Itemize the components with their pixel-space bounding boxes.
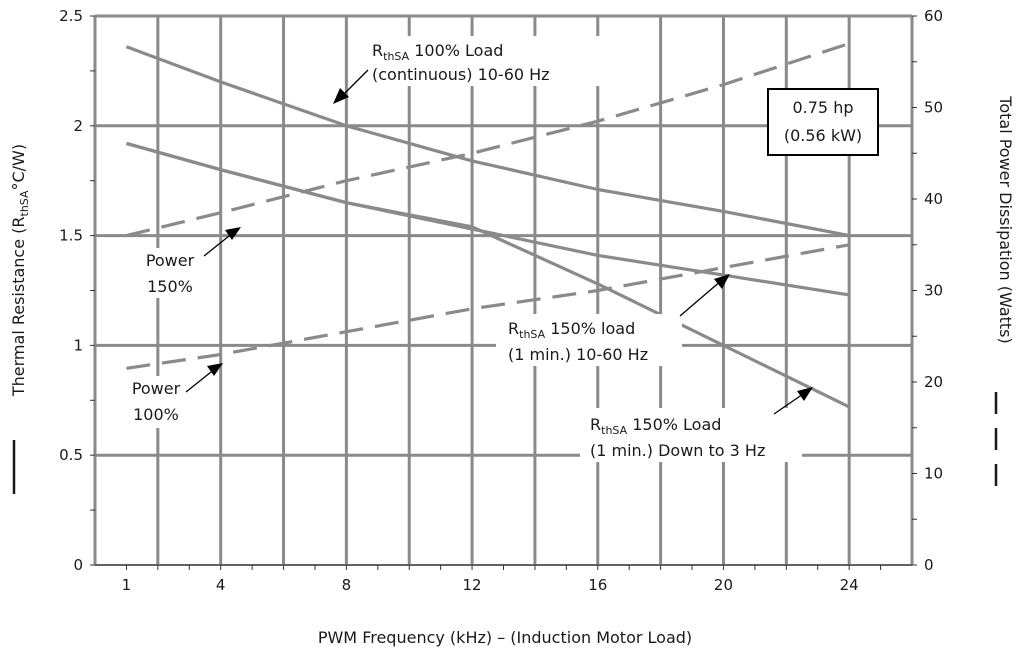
svg-text:(continuous) 10-60 Hz: (continuous) 10-60 Hz [372,65,550,84]
y-left-tick-label: 1 [73,336,83,354]
y-right-tick-label: 40 [924,190,943,208]
x-tick-label: 8 [342,576,352,594]
x-tick-label: 1 [122,576,132,594]
arrow-rthsa-150-load-10-60 [679,274,730,317]
annotation-rthsa-150-load-3hz: RthSA 150% Load (1 min.) Down to 3 Hz [580,408,802,462]
series-line-3 [126,41,850,238]
series-line-2 [125,141,850,409]
y-right-tick-label: 0 [924,556,934,574]
arrow-power-150 [203,227,241,257]
y-left-title-tail: °C/W) [9,144,28,191]
annotation-rthsa-150-load-10-60: RthSA 150% load (1 min.) 10-60 Hz [496,314,682,366]
annotation-power-100: Power 100% [116,376,196,428]
svg-text:150%: 150% [147,277,193,296]
svg-text:RthSA 150% load: RthSA 150% load [508,319,635,341]
tick-labels: 1 4 8 12 16 20 24 0 0.5 1 1.5 2 2.5 0 10 20 30 40 50 60 [59,7,943,594]
y-right-tick-label: 20 [924,373,943,391]
y-left-tick-label: 2 [73,117,83,135]
arrow-power-100 [185,363,223,393]
y-right-tick-label: 60 [924,7,943,25]
y-axis-right-title: Total Power Dissipation (Watts) [996,95,1015,343]
svg-text:RthSA 100% Load: RthSA 100% Load [372,41,503,63]
svg-text:Thermal Resistance (RthSA°C/W): Thermal Resistance (RthSA°C/W) [9,144,31,397]
motor-rating-box: 0.75 hp (0.56 kW) [767,88,879,156]
svg-text:100%: 100% [133,405,179,424]
y-left-title-main: Thermal Resistance (R [9,216,28,397]
y-left-tick-label: 0 [73,556,83,574]
y-left-tick-label: 2.5 [59,7,83,25]
x-tick-label: 4 [216,576,226,594]
x-axis-title: PWM Frequency (kHz) – (Induction Motor L… [318,628,692,647]
series-line-0 [125,45,850,238]
arrow-rthsa-150-load-3hz [773,387,813,415]
svg-text:Power: Power [132,379,181,398]
y-right-tick-label: 30 [924,282,943,300]
series-line-1 [125,141,850,297]
y-left-tick-label: 1.5 [59,227,83,245]
y-right-tick-label: 10 [924,465,943,483]
y-axis-left-title: Thermal Resistance (RthSA°C/W) [9,144,31,397]
x-tick-label: 24 [840,576,859,594]
svg-text:Power: Power [146,251,195,270]
motor-rating-hp: 0.75 hp [792,98,853,117]
motor-rating-kw: (0.56 kW) [784,126,862,145]
x-tick-label: 20 [714,576,733,594]
svg-text:Total Power Dissipation (Watts: Total Power Dissipation (Watts) [996,95,1015,343]
x-tick-label: 12 [463,576,482,594]
annotation-rthsa-100-load: RthSA 100% Load (continuous) 10-60 Hz [358,36,620,86]
svg-text:(1 min.) 10-60 Hz: (1 min.) 10-60 Hz [508,345,648,364]
svg-text:RthSA 150% Load: RthSA 150% Load [590,415,721,437]
series-line-4 [126,243,850,370]
arrow-rthsa-100-load [333,69,369,104]
y-right-tick-label: 50 [924,99,943,117]
series-lines [125,41,850,409]
svg-text:(1 min.) Down to 3 Hz: (1 min.) Down to 3 Hz [590,441,765,460]
y-left-title-sub: thSA [18,190,31,216]
annotation-power-150: Power 150% [130,248,210,298]
x-tick-label: 16 [588,576,607,594]
y-left-tick-label: 0.5 [59,446,83,464]
